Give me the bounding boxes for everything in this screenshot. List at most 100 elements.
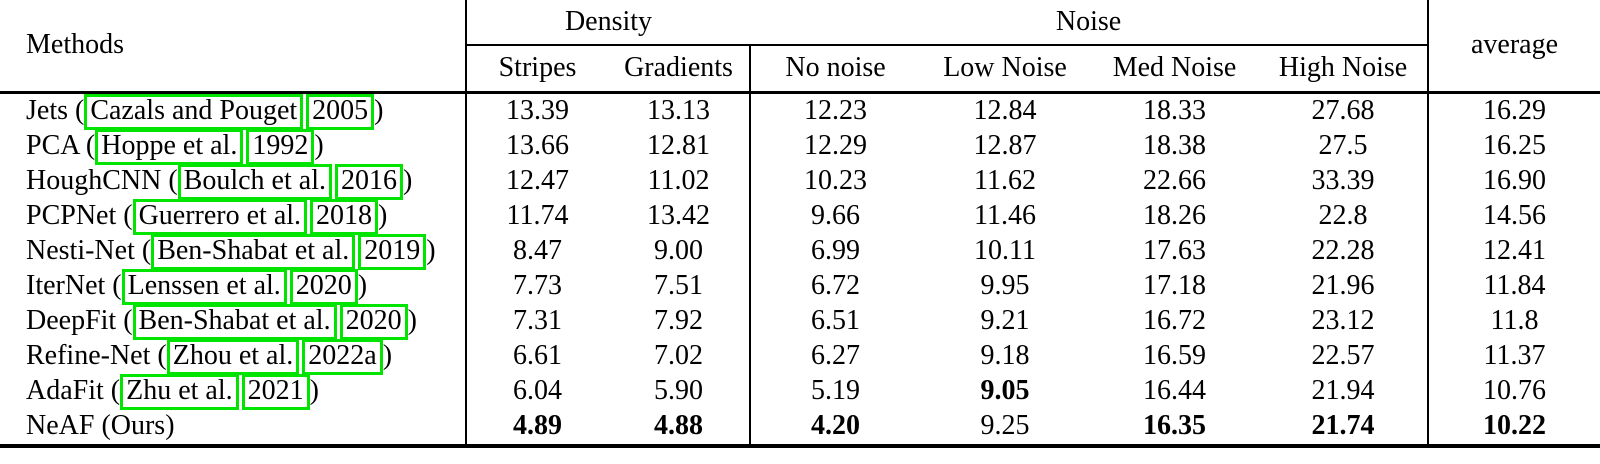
- method-cell: AdaFit (Zhu et al. 2021): [0, 374, 467, 410]
- value-cell-gradients: 11.02: [608, 164, 752, 199]
- col-header-low-noise: Low Noise: [920, 45, 1091, 94]
- method-name: Jets (: [26, 95, 85, 126]
- table-row: PCA (Hoppe et al. 1992) 13.66 12.81 12.29…: [0, 129, 1600, 165]
- method-name-suffix: ): [357, 270, 368, 301]
- value-cell-stripes: 13.66: [506, 130, 569, 162]
- value-cell-low-noise: 11.46: [974, 200, 1036, 232]
- method-cell: NeAF (Ours): [0, 409, 467, 448]
- method-name-suffix: ): [309, 375, 319, 406]
- method-cell: PCPNet (Guerrero et al. 2018): [0, 199, 467, 235]
- value-cell-stripes: 8.47: [513, 235, 562, 267]
- value-cell-low-noise: 9.21: [980, 305, 1030, 337]
- col-header-med-noise: Med Noise: [1090, 45, 1260, 94]
- citation-author-link[interactable]: Hoppe et al.: [95, 129, 244, 165]
- method-cell: HoughCNN (Boulch et al. 2016): [0, 164, 467, 200]
- value-cell-gradients: 7.51: [608, 269, 752, 304]
- value-cell-stripes: 11.74: [506, 200, 569, 232]
- method-name-suffix: ): [426, 235, 436, 266]
- citation-author-link[interactable]: Cazals and Pouget: [84, 94, 304, 130]
- group-header-density: Density: [466, 0, 751, 46]
- value-cell-no-noise: 6.72: [811, 270, 861, 302]
- average-header: average: [1427, 0, 1600, 94]
- sub-header-row: Stripes Gradients No noise Low Noise Med…: [0, 45, 1600, 94]
- col-header-no-noise: No noise: [750, 45, 921, 94]
- citation-year-link[interactable]: 2016: [334, 164, 403, 200]
- value-cell-med-noise: 16.72: [1143, 305, 1207, 337]
- table-row: IterNet (Lenssen et al. 2020) 7.73 7.51 6…: [0, 269, 1600, 305]
- value-cell-gradients: 7.02: [608, 339, 752, 374]
- citation-year-link[interactable]: 2020: [289, 269, 358, 305]
- method-name: PCPNet (: [26, 200, 133, 231]
- table-row: Nesti-Net (Ben-Shabat et al. 2019) 8.47 9…: [0, 234, 1600, 270]
- value-cell-gradients: 13.42: [608, 199, 752, 234]
- table-row: PCPNet (Guerrero et al. 2018) 11.74 13.42…: [0, 199, 1600, 235]
- value-cell-stripes: 4.89: [466, 409, 608, 448]
- value-cell-high-noise: 22.57: [1311, 340, 1375, 372]
- citation-year-link[interactable]: 2021: [241, 374, 310, 410]
- value-cell-stripes: 7.73: [513, 270, 562, 302]
- method-name-suffix: ): [314, 130, 324, 161]
- method-name: HoughCNN (: [26, 165, 178, 196]
- value-cell-low-noise: 9.05: [980, 375, 1030, 407]
- value-cell-stripes: 7.31: [513, 305, 562, 337]
- method-name-suffix: ): [407, 305, 417, 336]
- value-cell-gradients: 5.90: [608, 374, 752, 409]
- col-header-gradients: Gradients: [608, 45, 752, 94]
- value-cell-high-noise: 21.96: [1311, 270, 1375, 302]
- method-name: NeAF (Ours): [26, 410, 175, 442]
- method-cell: IterNet (Lenssen et al. 2020): [0, 269, 467, 305]
- method-name: AdaFit (: [26, 375, 121, 406]
- citation-author-link[interactable]: Boulch et al.: [177, 164, 332, 200]
- citation-author-link[interactable]: Ben-Shabat et al.: [132, 304, 337, 340]
- citation-author-link[interactable]: Ben-Shabat et al.: [151, 234, 356, 270]
- value-cell-average: 11.37: [1427, 339, 1600, 374]
- citation-year-link[interactable]: 2020: [339, 304, 408, 340]
- value-cell-low-noise: 9.18: [980, 340, 1030, 372]
- value-cell-stripes: 13.39: [506, 95, 569, 127]
- value-cell-med-noise: 16.44: [1143, 375, 1207, 407]
- citation-year-link[interactable]: 2018: [310, 199, 379, 235]
- value-cell-low-noise: 12.87: [973, 130, 1037, 162]
- value-cell-med-noise: 17.18: [1143, 270, 1207, 302]
- method-cell: Refine-Net (Zhou et al. 2022a): [0, 339, 467, 375]
- value-cell-high-noise: 21.74: [1259, 409, 1429, 448]
- value-cell-no-noise: 12.23: [804, 95, 868, 127]
- value-cell-average: 14.56: [1427, 199, 1600, 234]
- value-cell-high-noise: 23.12: [1311, 305, 1375, 337]
- method-name-suffix: ): [378, 200, 388, 231]
- value-cell-average: 16.29: [1427, 92, 1600, 129]
- method-cell: Jets (Cazals and Pouget 2005): [0, 92, 467, 130]
- value-cell-high-noise: 22.8: [1318, 200, 1368, 232]
- citation-author-link[interactable]: Zhou et al.: [166, 339, 300, 375]
- methods-header: Methods: [0, 0, 467, 94]
- method-name: DeepFit (: [26, 305, 133, 336]
- citation-year-link[interactable]: 2005: [306, 94, 375, 130]
- value-cell-average: 16.25: [1427, 129, 1600, 164]
- value-cell-gradients: 9.00: [608, 234, 752, 269]
- col-header-high-noise: High Noise: [1259, 45, 1429, 94]
- method-name-suffix: ): [402, 165, 413, 196]
- citation-year-link[interactable]: 2019: [358, 234, 427, 270]
- results-table: Methods Density Noise average Stripes Gr…: [0, 0, 1600, 448]
- table-row: Refine-Net (Zhou et al. 2022a) 6.61 7.02 …: [0, 339, 1600, 375]
- citation-year-link[interactable]: 1992: [246, 129, 315, 165]
- value-cell-low-noise: 10.11: [974, 235, 1036, 267]
- citation-author-link[interactable]: Zhu et al.: [120, 374, 239, 410]
- citation-author-link[interactable]: Guerrero et al.: [132, 199, 308, 235]
- value-cell-med-noise: 16.59: [1143, 340, 1207, 372]
- method-name: PCA (: [26, 130, 96, 161]
- value-cell-med-noise: 16.35: [1090, 409, 1260, 448]
- value-cell-no-noise: 9.66: [811, 200, 861, 232]
- value-cell-average: 11.84: [1427, 269, 1600, 304]
- value-cell-no-noise: 5.19: [811, 375, 861, 407]
- value-cell-average: 16.90: [1427, 164, 1600, 199]
- value-cell-gradients: 7.92: [608, 304, 752, 339]
- citation-author-link[interactable]: Lenssen et al.: [121, 269, 287, 305]
- value-cell-average: 11.8: [1427, 304, 1600, 339]
- table-row: AdaFit (Zhu et al. 2021) 6.04 5.90 5.19 9…: [0, 374, 1600, 410]
- citation-year-link[interactable]: 2022a: [302, 339, 383, 375]
- group-header-row: Methods Density Noise average: [0, 0, 1600, 94]
- value-cell-no-noise: 12.29: [804, 130, 868, 162]
- value-cell-low-noise: 12.84: [973, 95, 1037, 127]
- value-cell-med-noise: 18.38: [1143, 130, 1207, 162]
